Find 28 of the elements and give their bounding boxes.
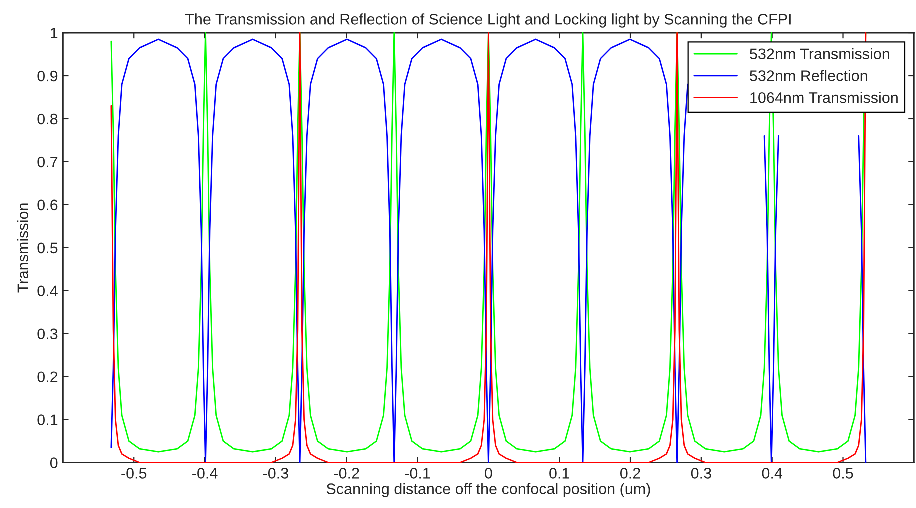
y-tick-label: 0.7 — [38, 156, 58, 168]
y-tick-label: 0.1 — [38, 414, 58, 426]
y-tick-label: 0 — [50, 458, 58, 468]
y-tick-label: 0.2 — [38, 372, 58, 383]
y-tick-label: 0.5 — [38, 242, 58, 254]
x-axis-title: Scanning distance off the confocal position (um) — [326, 483, 650, 498]
y-tick-label: 1 — [51, 28, 58, 39]
y-tick-label: 0.8 — [38, 114, 58, 125]
x-tick-label: 0.4 — [762, 468, 783, 479]
y-tick-label: 0.6 — [38, 200, 58, 211]
x-tick-label: 0.3 — [691, 468, 712, 479]
chart-title: The Transmission and Reflection of Science Light and Locking light by Scanning the CFPI — [185, 14, 791, 28]
y-tick-label: 0.3 — [38, 328, 58, 340]
x-tick-label: 0.2 — [620, 468, 640, 479]
y-tick-label: 0.9 — [38, 70, 58, 82]
x-tick-label: -0.4 — [192, 468, 218, 479]
x-tick-label: -0.3 — [263, 468, 288, 479]
legend-label: 532nm Transmission — [750, 48, 890, 60]
legend-label: 1064nm Transmission — [750, 92, 898, 104]
y-axis-title: Transmission — [17, 204, 29, 293]
x-tick-label: -0.1 — [405, 468, 430, 479]
x-tick-label: 0.1 — [550, 468, 570, 479]
x-tick-label: -0.5 — [122, 468, 147, 479]
legend-label: 532nm Reflection — [750, 70, 868, 82]
x-tick-label: 0.5 — [833, 468, 854, 479]
y-tick-label: 0.4 — [38, 286, 58, 297]
x-tick-label: 0 — [485, 468, 492, 479]
x-tick-label: -0.2 — [334, 468, 360, 479]
